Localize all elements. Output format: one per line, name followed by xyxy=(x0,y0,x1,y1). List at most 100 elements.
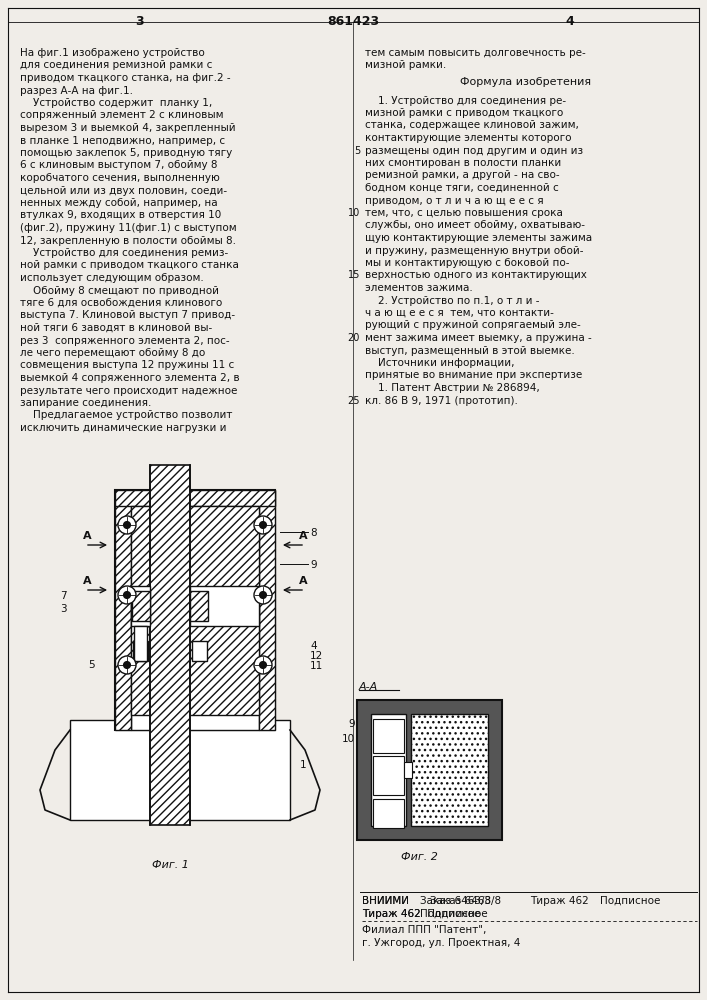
Text: 12: 12 xyxy=(310,651,323,661)
Text: выемкой 4 сопряженного элемента 2, в: выемкой 4 сопряженного элемента 2, в xyxy=(20,373,240,383)
Text: для соединения ремизной рамки с: для соединения ремизной рамки с xyxy=(20,60,212,70)
Text: Тираж 462: Тираж 462 xyxy=(530,896,589,906)
Text: Обойму 8 смещают по приводной: Обойму 8 смещают по приводной xyxy=(20,286,219,296)
Bar xyxy=(373,719,404,753)
Text: 9: 9 xyxy=(349,719,355,729)
Circle shape xyxy=(118,656,136,674)
Text: Подписное: Подписное xyxy=(600,896,660,906)
Text: Тираж 462: Тираж 462 xyxy=(362,909,421,919)
Text: втулках 9, входящих в отверстия 10: втулках 9, входящих в отверстия 10 xyxy=(20,211,221,221)
Text: выступа 7. Клиновой выступ 7 привод-: выступа 7. Клиновой выступ 7 привод- xyxy=(20,310,235,320)
Text: мизной рамки с приводом ткацкого: мизной рамки с приводом ткацкого xyxy=(365,108,563,118)
Text: разрез А-А на фиг.1.: разрез А-А на фиг.1. xyxy=(20,86,133,96)
Text: Источники информации,: Источники информации, xyxy=(365,358,515,368)
Circle shape xyxy=(259,662,267,668)
Text: 5: 5 xyxy=(88,660,95,670)
Text: запирание соединения.: запирание соединения. xyxy=(20,398,151,408)
Text: 10: 10 xyxy=(348,208,360,218)
Text: Предлагаемое устройство позволит: Предлагаемое устройство позволит xyxy=(20,410,233,420)
Bar xyxy=(404,762,412,778)
Text: совмещения выступа 12 пружины 11 с: совмещения выступа 12 пружины 11 с xyxy=(20,360,234,370)
Bar xyxy=(373,799,404,828)
Text: Заказ 6463/8: Заказ 6463/8 xyxy=(430,896,501,906)
Text: и пружину, размещенную внутри обой-: и пружину, размещенную внутри обой- xyxy=(365,245,583,255)
Text: Подписное: Подписное xyxy=(420,909,480,919)
Text: щую контактирующие элементы зажима: щую контактирующие элементы зажима xyxy=(365,233,592,243)
Bar xyxy=(115,490,131,730)
Bar xyxy=(190,591,208,621)
Bar xyxy=(115,490,275,730)
Text: коробчатого сечения, выполненную: коробчатого сечения, выполненную xyxy=(20,173,220,183)
Text: 8: 8 xyxy=(310,528,317,538)
Text: приводом ткацкого станка, на фиг.2 -: приводом ткацкого станка, на фиг.2 - xyxy=(20,73,230,83)
Bar xyxy=(190,586,259,626)
Text: А-А: А-А xyxy=(359,682,378,692)
Text: 15: 15 xyxy=(348,270,360,280)
Text: рез 3  сопряженного элемента 2, пос-: рез 3 сопряженного элемента 2, пос- xyxy=(20,336,230,346)
Text: Тираж 462  Подписное: Тираж 462 Подписное xyxy=(362,909,488,919)
Text: выступ, размещенный в этой выемке.: выступ, размещенный в этой выемке. xyxy=(365,346,575,356)
Text: ной рамки с приводом ткацкого станка: ной рамки с приводом ткацкого станка xyxy=(20,260,239,270)
Bar xyxy=(131,586,150,626)
Text: бодном конце тяги, соединенной с: бодном конце тяги, соединенной с xyxy=(365,183,559,193)
Text: Устройство для соединения ремиз-: Устройство для соединения ремиз- xyxy=(20,248,228,258)
Text: приводом, о т л и ч а ю щ е е с я: приводом, о т л и ч а ю щ е е с я xyxy=(365,196,544,206)
Text: 6: 6 xyxy=(165,810,172,820)
Text: мы и контактирующую с боковой по-: мы и контактирующую с боковой по- xyxy=(365,258,570,268)
Circle shape xyxy=(259,522,267,528)
Text: 3: 3 xyxy=(136,15,144,28)
Bar xyxy=(192,641,207,661)
Text: Заказ 6463/8: Заказ 6463/8 xyxy=(420,896,491,906)
Text: 1: 1 xyxy=(300,760,307,770)
Text: А: А xyxy=(298,576,308,586)
Circle shape xyxy=(259,591,267,598)
Text: мент зажима имеет выемку, а пружина -: мент зажима имеет выемку, а пружина - xyxy=(365,333,592,343)
Text: ной тяги 6 заводят в клиновой вы-: ной тяги 6 заводят в клиновой вы- xyxy=(20,323,212,333)
Text: 11: 11 xyxy=(310,661,323,671)
Bar xyxy=(357,700,502,840)
Bar xyxy=(373,756,404,795)
Text: мизной рамки.: мизной рамки. xyxy=(365,60,446,70)
Text: ч а ю щ е е с я  тем, что контакти-: ч а ю щ е е с я тем, что контакти- xyxy=(365,308,554,318)
Bar xyxy=(115,490,275,506)
Text: 861423: 861423 xyxy=(327,15,379,28)
Text: 25: 25 xyxy=(348,395,360,406)
Text: 4: 4 xyxy=(310,641,317,651)
Text: 9: 9 xyxy=(310,560,317,570)
Text: элементов зажима.: элементов зажима. xyxy=(365,283,473,293)
Text: станка, содержащее клиновой зажим,: станка, содержащее клиновой зажим, xyxy=(365,120,579,130)
Text: А: А xyxy=(83,576,91,586)
Text: исключить динамические нагрузки и: исключить динамические нагрузки и xyxy=(20,423,226,433)
Circle shape xyxy=(118,516,136,534)
Text: 3: 3 xyxy=(60,604,66,614)
Text: 20: 20 xyxy=(348,333,360,343)
Circle shape xyxy=(254,516,272,534)
Text: сопряженный элемент 2 с клиновым: сопряженный элемент 2 с клиновым xyxy=(20,110,223,120)
Bar xyxy=(371,714,406,826)
Bar xyxy=(132,591,150,621)
Circle shape xyxy=(124,591,131,598)
Text: ремизной рамки, а другой - на сво-: ремизной рамки, а другой - на сво- xyxy=(365,170,560,180)
Text: 2: 2 xyxy=(175,750,182,760)
Text: А: А xyxy=(83,531,91,541)
Text: тем, что, с целью повышения срока: тем, что, с целью повышения срока xyxy=(365,208,563,218)
Text: тем самым повысить долговечность ре-: тем самым повысить долговечность ре- xyxy=(365,48,586,58)
Text: контактирующие элементы которого: контактирующие элементы которого xyxy=(365,133,571,143)
Bar xyxy=(70,720,290,820)
Text: 4: 4 xyxy=(566,15,574,28)
Text: них смонтирован в полости планки: них смонтирован в полости планки xyxy=(365,158,561,168)
Text: помощью заклепок 5, приводную тягу: помощью заклепок 5, приводную тягу xyxy=(20,148,233,158)
Text: 10: 10 xyxy=(342,734,355,744)
Circle shape xyxy=(254,586,272,604)
Text: Фиг. 1: Фиг. 1 xyxy=(151,860,189,870)
Bar xyxy=(411,714,488,826)
Text: вырезом 3 и выемкой 4, закрепленный: вырезом 3 и выемкой 4, закрепленный xyxy=(20,123,235,133)
Text: рующий с пружиной сопрягаемый эле-: рующий с пружиной сопрягаемый эле- xyxy=(365,320,580,330)
Bar xyxy=(150,465,190,825)
Text: результате чего происходит надежное: результате чего происходит надежное xyxy=(20,385,238,395)
Text: Филиал ППП "Патент",: Филиал ППП "Патент", xyxy=(362,925,486,935)
Circle shape xyxy=(254,656,272,674)
Bar xyxy=(131,506,259,715)
Circle shape xyxy=(124,662,131,668)
Text: г. Ужгород, ул. Проектная, 4: г. Ужгород, ул. Проектная, 4 xyxy=(362,938,520,948)
